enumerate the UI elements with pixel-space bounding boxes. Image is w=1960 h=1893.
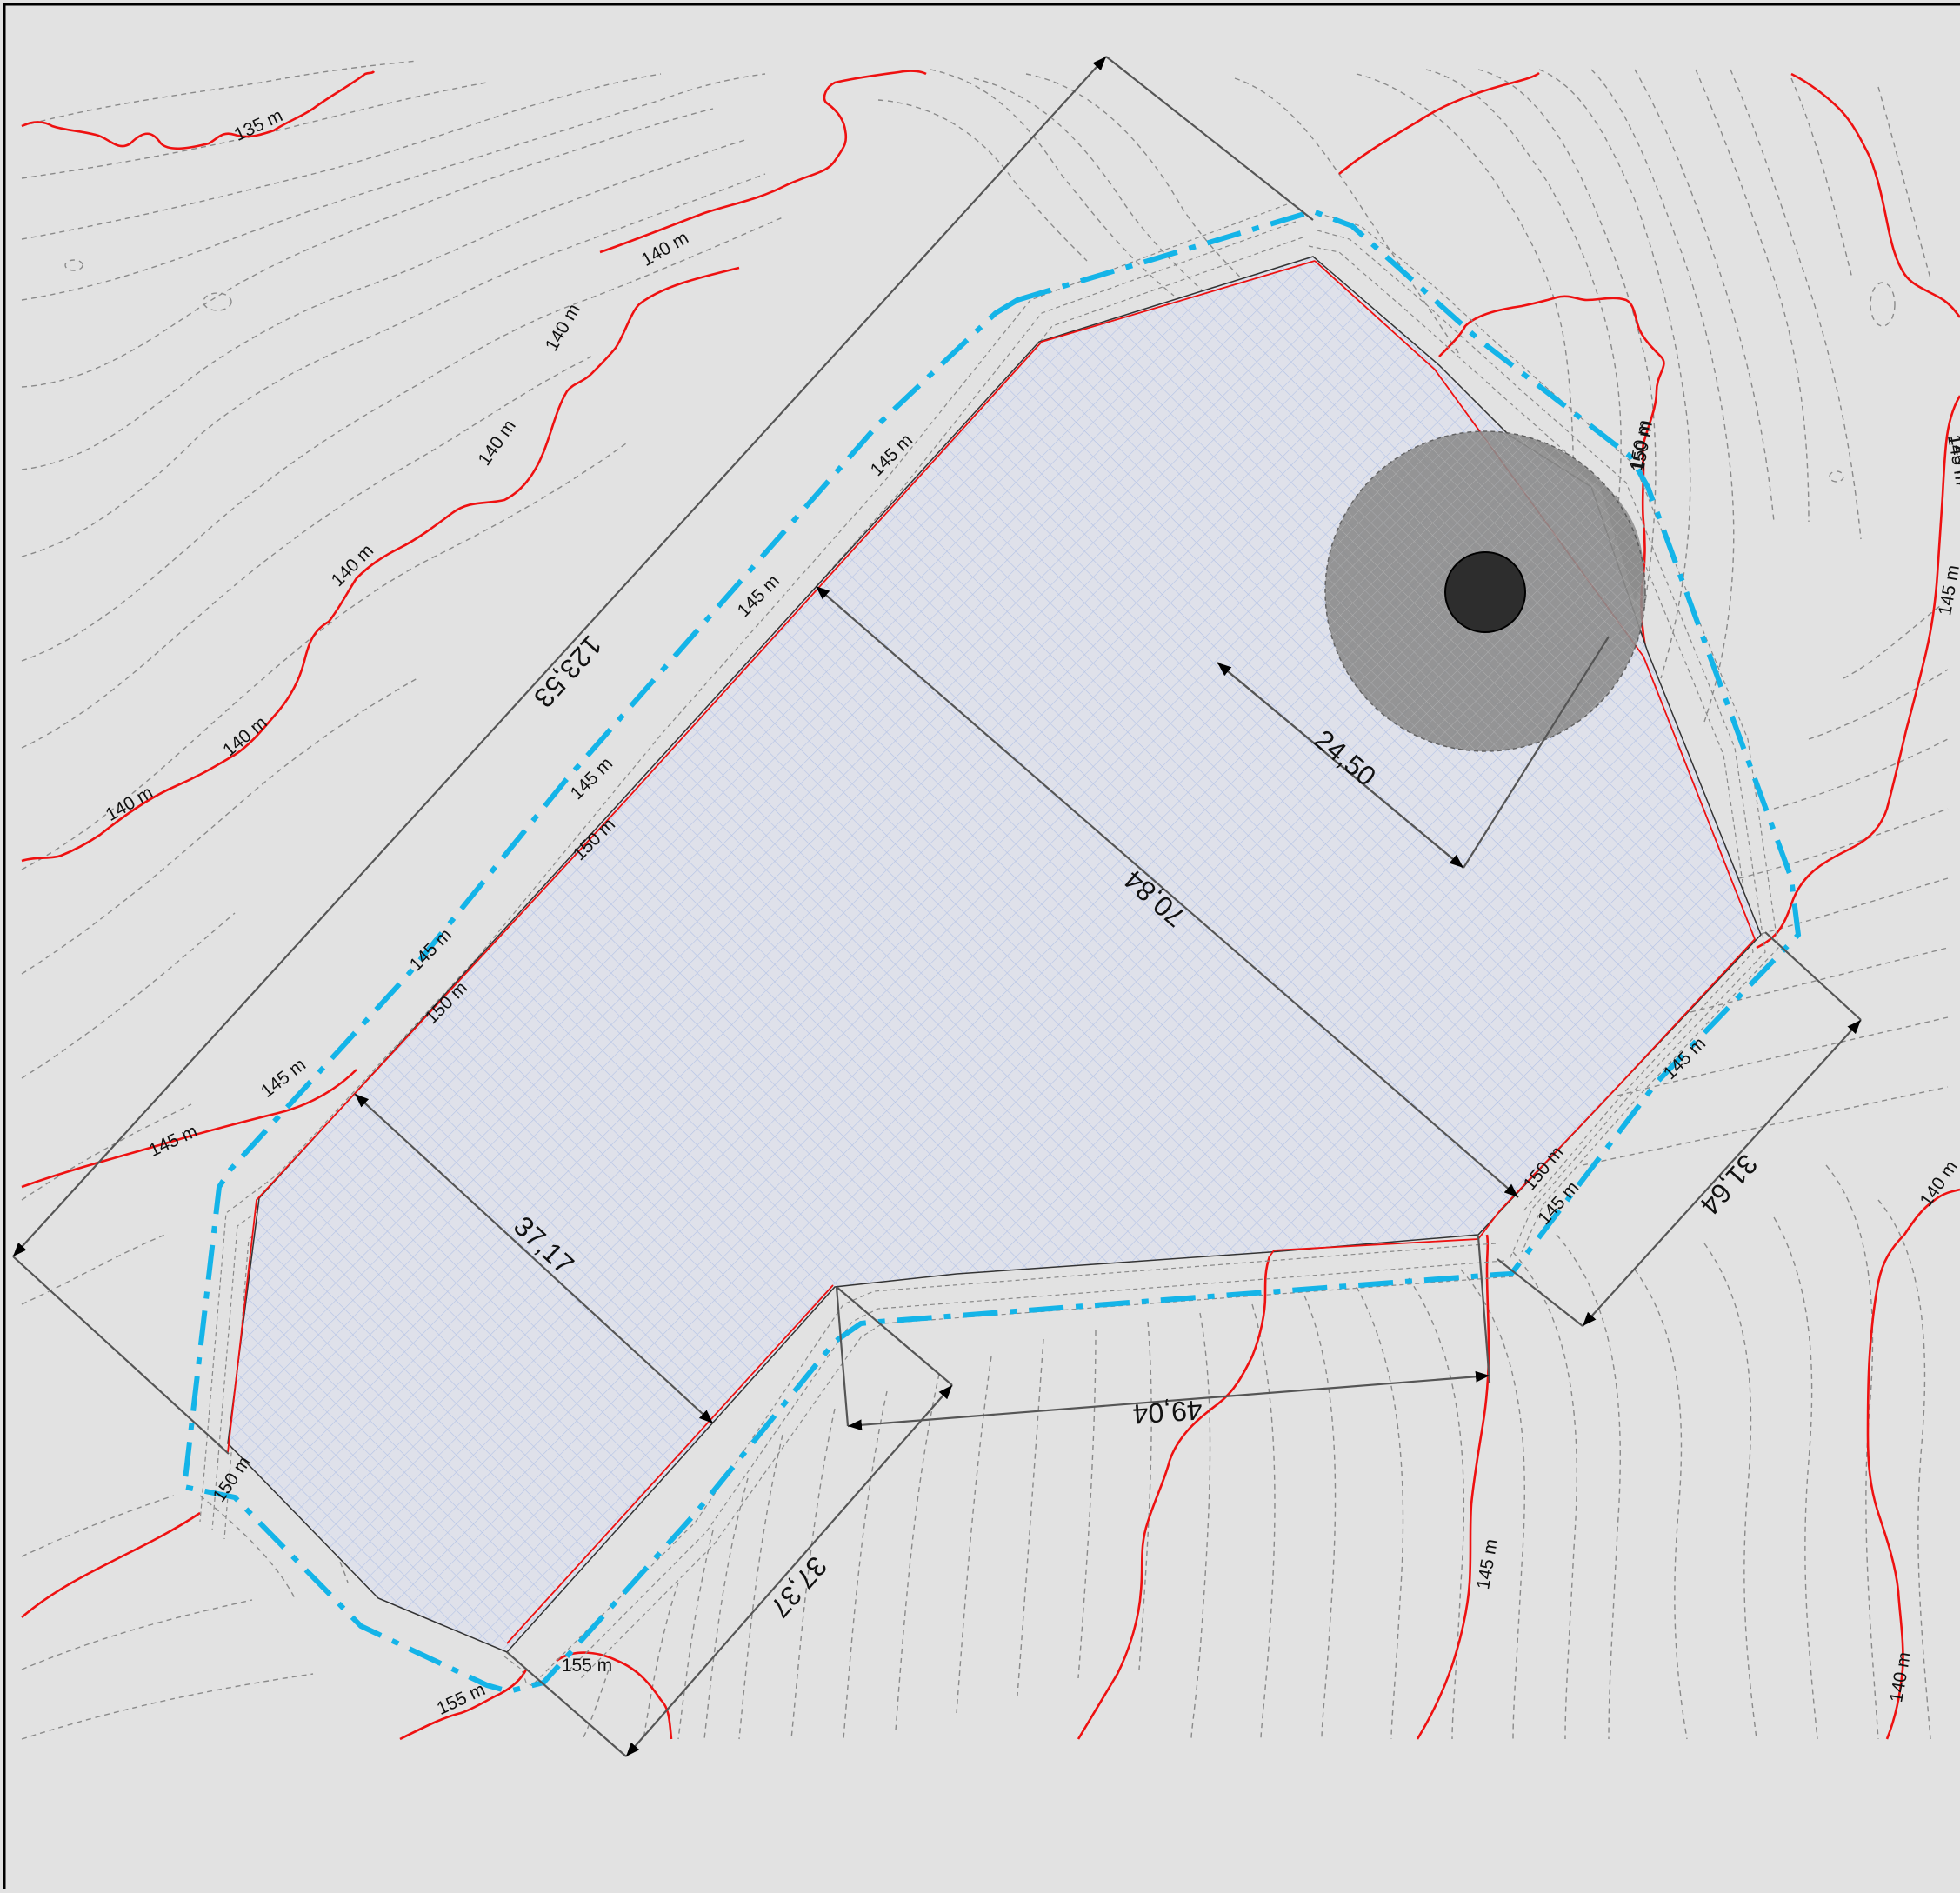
- tower-marker: [1324, 430, 1646, 752]
- dimension-lines: [12, 56, 1862, 1757]
- map-frame-border: [3, 3, 1960, 1893]
- dimension-label-49-04: 49,04: [1132, 1394, 1203, 1430]
- contour-label: 155 m: [562, 1656, 612, 1676]
- circle-marker-icon: [1444, 551, 1526, 633]
